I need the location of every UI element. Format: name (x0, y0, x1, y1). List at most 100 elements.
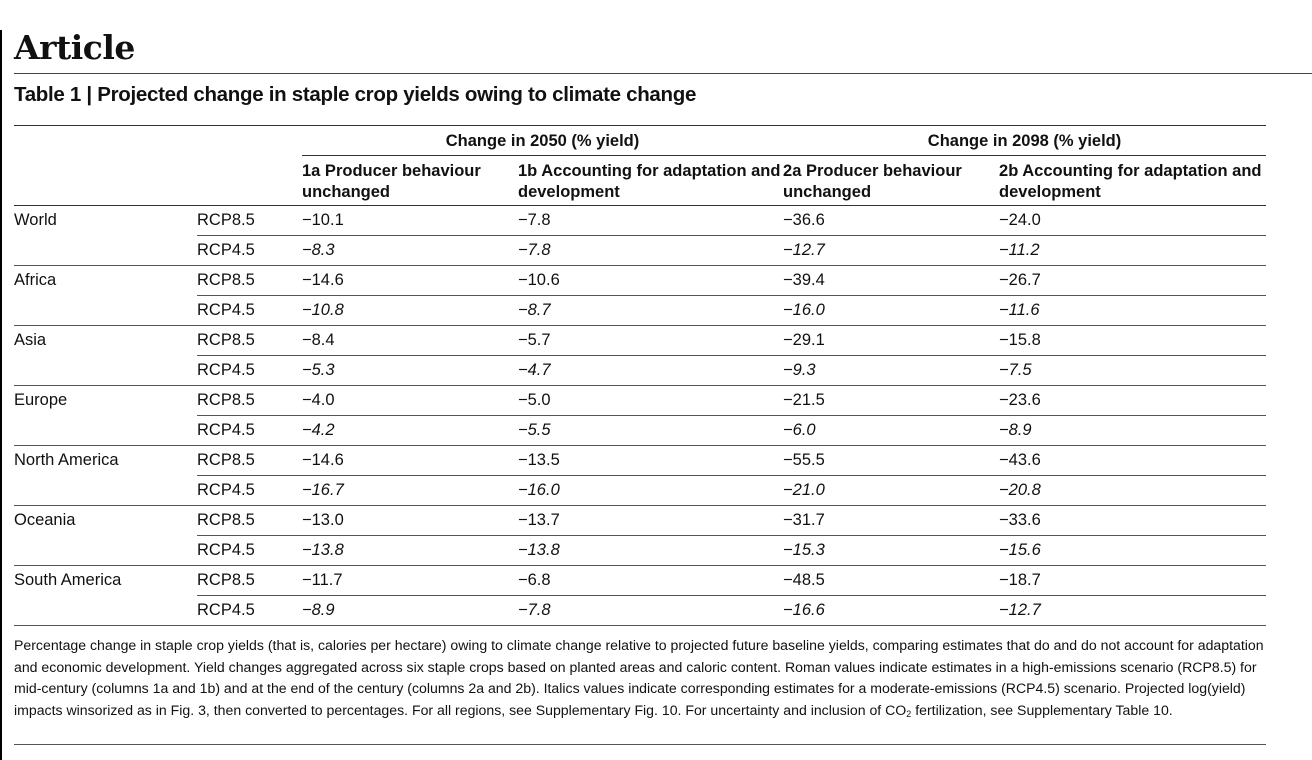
group-header-2098: Change in 2098 (% yield) (783, 125, 1267, 156)
value-cell-1b: −8.7 (518, 295, 784, 326)
column-header-2b: 2b Accounting for adaptation and develop… (999, 155, 1267, 206)
scenario-cell: RCP8.5 (197, 445, 302, 476)
region-cell (14, 595, 197, 626)
value-cell-1a: −8.3 (302, 235, 518, 266)
table-row: RCP4.5 −10.8 −8.7 −16.0 −11.6 (14, 295, 1267, 326)
scenario-cell: RCP8.5 (197, 385, 302, 416)
value-cell-1b: −10.6 (518, 265, 784, 296)
region-cell: Africa (14, 271, 57, 290)
value-cell-1b: −7.8 (518, 595, 784, 626)
footer-rule (14, 744, 1266, 745)
empty-header-cell (197, 125, 302, 156)
header-rule (14, 73, 1312, 74)
value-cell-1b: −5.0 (518, 385, 784, 416)
scenario-cell: RCP4.5 (197, 535, 302, 566)
value-cell-1b: −5.5 (518, 415, 784, 446)
group-header-row: Change in 2050 (% yield) Change in 2098 … (14, 125, 1267, 156)
region-cell (14, 475, 197, 506)
value-cell-1a: −4.2 (302, 415, 518, 446)
value-cell-1a: −14.6 (302, 265, 518, 296)
column-header-row: 1a Producer behaviour unchanged 1b Accou… (14, 155, 1267, 206)
region-cell (14, 355, 197, 386)
value-cell-2b: −18.7 (999, 565, 1267, 596)
table-row: RCP4.5 −16.7 −16.0 −21.0 −20.8 (14, 475, 1267, 506)
column-header-1a: 1a Producer behaviour unchanged (302, 155, 518, 206)
scenario-cell: RCP8.5 (197, 325, 302, 356)
region-cell: South America (14, 571, 122, 590)
value-cell-1b: −7.8 (518, 205, 784, 236)
region-cell (14, 415, 197, 446)
scenario-cell: RCP8.5 (197, 505, 302, 536)
table-footnote: Percentage change in staple crop yields … (14, 635, 1266, 721)
value-cell-2b: −12.7 (999, 595, 1267, 626)
value-cell-2a: −48.5 (783, 565, 1000, 596)
value-cell-2a: −39.4 (783, 265, 1000, 296)
value-cell-2a: −16.6 (783, 595, 1000, 626)
region-cell: World (14, 211, 57, 230)
scenario-cell: RCP8.5 (197, 205, 302, 236)
value-cell-2a: −21.5 (783, 385, 1000, 416)
table-title: Table 1 | Projected change in staple cro… (14, 83, 697, 106)
value-cell-2b: −15.8 (999, 325, 1267, 356)
footnote-text: Percentage change in staple crop yields … (14, 637, 1264, 718)
scenario-cell: RCP8.5 (197, 265, 302, 296)
value-cell-2b: −23.6 (999, 385, 1267, 416)
value-cell-1b: −13.8 (518, 535, 784, 566)
value-cell-1b: −7.8 (518, 235, 784, 266)
table-row: South America RCP8.5 −11.7 −6.8 −48.5 −1… (14, 565, 1267, 596)
value-cell-2a: −31.7 (783, 505, 1000, 536)
empty-header-cell (14, 155, 197, 206)
table-row: RCP4.5 −8.9 −7.8 −16.6 −12.7 (14, 595, 1267, 626)
value-cell-2a: −21.0 (783, 475, 1000, 506)
scenario-cell: RCP4.5 (197, 235, 302, 266)
value-cell-2a: −12.7 (783, 235, 1000, 266)
value-cell-2b: −20.8 (999, 475, 1267, 506)
value-cell-1b: −5.7 (518, 325, 784, 356)
value-cell-1b: −4.7 (518, 355, 784, 386)
scenario-cell: RCP4.5 (197, 475, 302, 506)
value-cell-1a: −4.0 (302, 385, 518, 416)
value-cell-1a: −5.3 (302, 355, 518, 386)
value-cell-1a: −13.8 (302, 535, 518, 566)
value-cell-2a: −6.0 (783, 415, 1000, 446)
left-margin-rule (0, 30, 2, 760)
column-header-1b: 1b Accounting for adaptation and develop… (518, 155, 784, 206)
region-cell: Europe (14, 391, 68, 410)
empty-header-cell (14, 125, 197, 156)
value-cell-2a: −29.1 (783, 325, 1000, 356)
scenario-cell: RCP4.5 (197, 595, 302, 626)
value-cell-1a: −13.0 (302, 505, 518, 536)
footnote-text-end: fertilization, see Supplementary Table 1… (911, 701, 1173, 718)
article-label: Article (14, 28, 135, 67)
value-cell-2a: −36.6 (783, 205, 1000, 236)
value-cell-1b: −6.8 (518, 565, 784, 596)
scenario-cell: RCP4.5 (197, 415, 302, 446)
region-cell (14, 535, 197, 566)
value-cell-2b: −11.2 (999, 235, 1267, 266)
value-cell-2a: −15.3 (783, 535, 1000, 566)
value-cell-2b: −43.6 (999, 445, 1267, 476)
value-cell-1a: −14.6 (302, 445, 518, 476)
value-cell-2b: −8.9 (999, 415, 1267, 446)
value-cell-2b: −15.6 (999, 535, 1267, 566)
value-cell-1b: −16.0 (518, 475, 784, 506)
region-cell: Oceania (14, 511, 76, 530)
region-cell (14, 295, 197, 326)
value-cell-1a: −10.1 (302, 205, 518, 236)
column-header-2a: 2a Producer behaviour unchanged (783, 155, 1000, 206)
value-cell-1a: −11.7 (302, 565, 518, 596)
table-row: RCP4.5 −5.3 −4.7 −9.3 −7.5 (14, 355, 1267, 386)
value-cell-1b: −13.5 (518, 445, 784, 476)
table-row: Oceania RCP8.5 −13.0 −13.7 −31.7 −33.6 (14, 505, 1267, 536)
region-cell: North America (14, 451, 119, 470)
value-cell-2b: −11.6 (999, 295, 1267, 326)
region-cell (14, 235, 197, 266)
value-cell-2a: −9.3 (783, 355, 1000, 386)
value-cell-2a: −55.5 (783, 445, 1000, 476)
footnote-subscript: 2 (906, 708, 912, 719)
scenario-cell: RCP8.5 (197, 565, 302, 596)
value-cell-1b: −13.7 (518, 505, 784, 536)
scenario-cell: RCP4.5 (197, 355, 302, 386)
value-cell-2b: −24.0 (999, 205, 1267, 236)
table-row: RCP4.5 −4.2 −5.5 −6.0 −8.9 (14, 415, 1267, 446)
